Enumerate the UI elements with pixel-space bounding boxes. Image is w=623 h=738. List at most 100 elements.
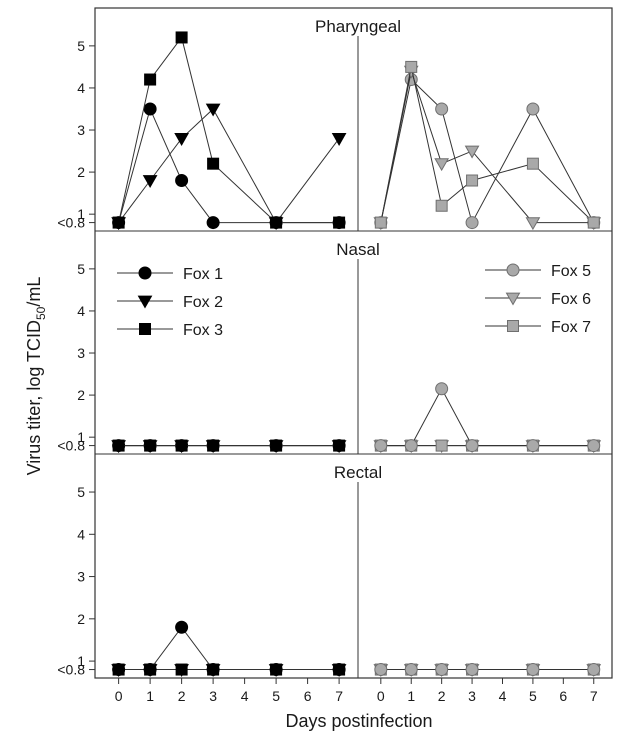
panel-title-nasal: Nasal	[336, 240, 379, 259]
data-point-rectal-fox-1	[143, 663, 157, 677]
data-point-nasal-fox-5	[374, 439, 388, 453]
data-point-rectal-fox-5	[526, 663, 540, 677]
series-line-pharyngeal-fox-3	[118, 36, 340, 224]
data-point-nasal-fox-3	[112, 439, 125, 452]
panel-title-rectal: Rectal	[334, 463, 382, 482]
y-axis-title-unit: /mL	[24, 277, 44, 307]
x-tick-label: 2	[438, 688, 446, 704]
legend-marker-fox-1	[138, 266, 152, 280]
data-point-pharyngeal-fox-7	[374, 216, 387, 229]
data-point-nasal-fox-5	[435, 382, 449, 396]
y-tick-label: 1	[77, 429, 85, 445]
legend-label-fox-2: Fox 2	[183, 294, 223, 311]
x-tick-label: 7	[590, 688, 598, 704]
x-tick-label: 5	[272, 688, 280, 704]
chart-marks	[111, 31, 602, 678]
y-tick-label: 5	[77, 261, 85, 277]
series-line-pharyngeal-fox-1	[118, 107, 340, 224]
data-point-nasal-fox-7	[435, 439, 448, 452]
x-tick-label: 2	[178, 688, 186, 704]
data-point-pharyngeal-fox-1	[143, 102, 157, 116]
data-point-pharyngeal-fox-6	[525, 217, 541, 231]
y-tick-label: <0.8	[57, 438, 85, 454]
data-point-pharyngeal-fox-5	[526, 102, 540, 116]
x-tick-label: 0	[115, 688, 123, 704]
legend-label-fox-1: Fox 1	[183, 266, 223, 283]
data-point-pharyngeal-fox-3	[175, 31, 188, 44]
legend-label-fox-7: Fox 7	[551, 319, 591, 336]
series-line-nasal-fox-5	[380, 387, 594, 447]
legend-label-fox-5: Fox 5	[551, 263, 591, 280]
y-tick-label: <0.8	[57, 662, 85, 678]
y-tick-label: 3	[77, 122, 85, 138]
series-line-pharyngeal-fox-6	[380, 69, 594, 224]
data-point-pharyngeal-fox-6	[464, 145, 480, 159]
data-point-rectal-fox-1	[269, 663, 283, 677]
data-point-pharyngeal-fox-7	[466, 174, 479, 187]
data-point-pharyngeal-fox-7	[435, 199, 448, 212]
data-point-pharyngeal-fox-2	[142, 175, 158, 189]
data-point-rectal-fox-1	[112, 663, 126, 677]
data-point-rectal-fox-5	[374, 663, 388, 677]
data-point-rectal-fox-5	[465, 663, 479, 677]
y-tick-label: 1	[77, 653, 85, 669]
y-tick-label: 4	[77, 80, 85, 96]
data-point-pharyngeal-fox-7	[526, 157, 539, 170]
data-point-nasal-fox-3	[175, 439, 188, 452]
data-point-pharyngeal-fox-3	[333, 216, 346, 229]
x-tick-label: 0	[377, 688, 385, 704]
y-tick-label: <0.8	[57, 215, 85, 231]
data-point-pharyngeal-fox-7	[405, 60, 418, 73]
y-tick-label: 3	[77, 345, 85, 361]
series-line-pharyngeal-fox-7	[380, 66, 595, 223]
legends: Fox 1 Fox 2 Fox 3 Fox 5 Fox 6 Fox 7	[117, 263, 591, 339]
x-tick-label: 3	[468, 688, 476, 704]
y-tick-label: 2	[77, 611, 85, 627]
x-tick-label: 1	[146, 688, 154, 704]
data-point-nasal-fox-3	[270, 439, 283, 452]
data-point-pharyngeal-fox-2	[331, 133, 347, 146]
y-tick-label: 5	[77, 38, 85, 54]
data-point-nasal-fox-5	[404, 439, 418, 453]
data-point-pharyngeal-fox-5	[435, 102, 449, 116]
data-point-pharyngeal-fox-7	[587, 216, 600, 229]
series-line-rectal-fox-1	[118, 626, 340, 671]
data-point-nasal-fox-5	[465, 439, 479, 453]
data-point-pharyngeal-fox-1	[206, 216, 220, 230]
data-point-nasal-fox-3	[144, 439, 157, 452]
data-point-rectal-fox-5	[404, 663, 418, 677]
x-tick-label: 1	[407, 688, 415, 704]
data-point-pharyngeal-fox-3	[207, 157, 220, 170]
legend-marker-fox-7	[507, 320, 519, 332]
data-point-rectal-fox-1	[175, 620, 189, 634]
y-axis-title-subscript: 50	[34, 306, 48, 320]
x-tick-label: 4	[241, 688, 249, 704]
data-point-nasal-fox-5	[526, 439, 540, 453]
series-line-pharyngeal-fox-5	[380, 78, 595, 224]
data-point-pharyngeal-fox-3	[270, 216, 283, 229]
x-tick-label: 6	[559, 688, 567, 704]
data-point-rectal-fox-1	[332, 663, 346, 677]
data-point-rectal-fox-5	[587, 663, 601, 677]
legend-label-fox-3: Fox 3	[183, 322, 223, 339]
panel-title-pharyngeal: Pharyngeal	[315, 17, 401, 36]
data-point-pharyngeal-fox-3	[112, 216, 125, 229]
data-point-nasal-fox-5	[587, 439, 601, 453]
x-tick-label: 3	[209, 688, 217, 704]
legend-label-fox-6: Fox 6	[551, 291, 591, 308]
series-line-pharyngeal-fox-2	[118, 108, 340, 224]
data-point-pharyngeal-fox-1	[175, 174, 189, 188]
legend-marker-fox-3	[139, 323, 151, 335]
data-point-nasal-fox-3	[333, 439, 346, 452]
data-point-rectal-fox-3	[175, 663, 188, 676]
y-tick-label: 5	[77, 484, 85, 500]
data-point-nasal-fox-3	[207, 439, 220, 452]
y-axis-title: Virus titer, log TCID50/mL	[24, 277, 48, 476]
x-tick-label: 6	[304, 688, 312, 704]
x-tick-label: 4	[499, 688, 507, 704]
y-tick-label: 4	[77, 303, 85, 319]
legend-marker-fox-2	[137, 295, 153, 309]
y-tick-label: 2	[77, 387, 85, 403]
legend-marker-fox-6	[505, 292, 521, 306]
data-point-rectal-fox-5	[435, 663, 449, 677]
